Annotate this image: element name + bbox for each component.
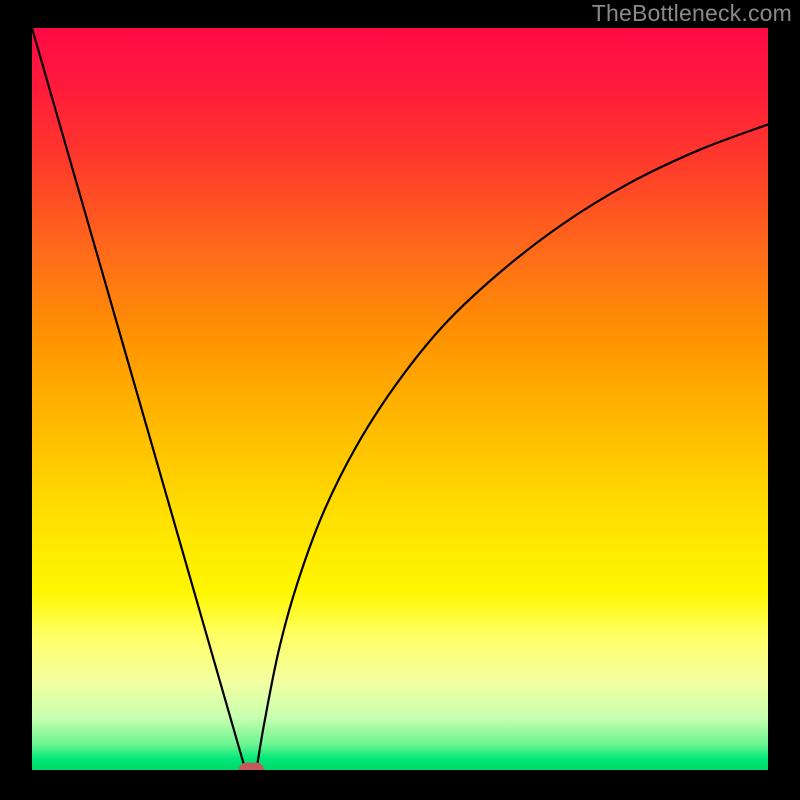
watermark-text: TheBottleneck.com <box>592 0 792 27</box>
bottleneck-plot <box>0 0 800 800</box>
chart-container: TheBottleneck.com <box>0 0 800 800</box>
gradient-background <box>32 28 768 770</box>
